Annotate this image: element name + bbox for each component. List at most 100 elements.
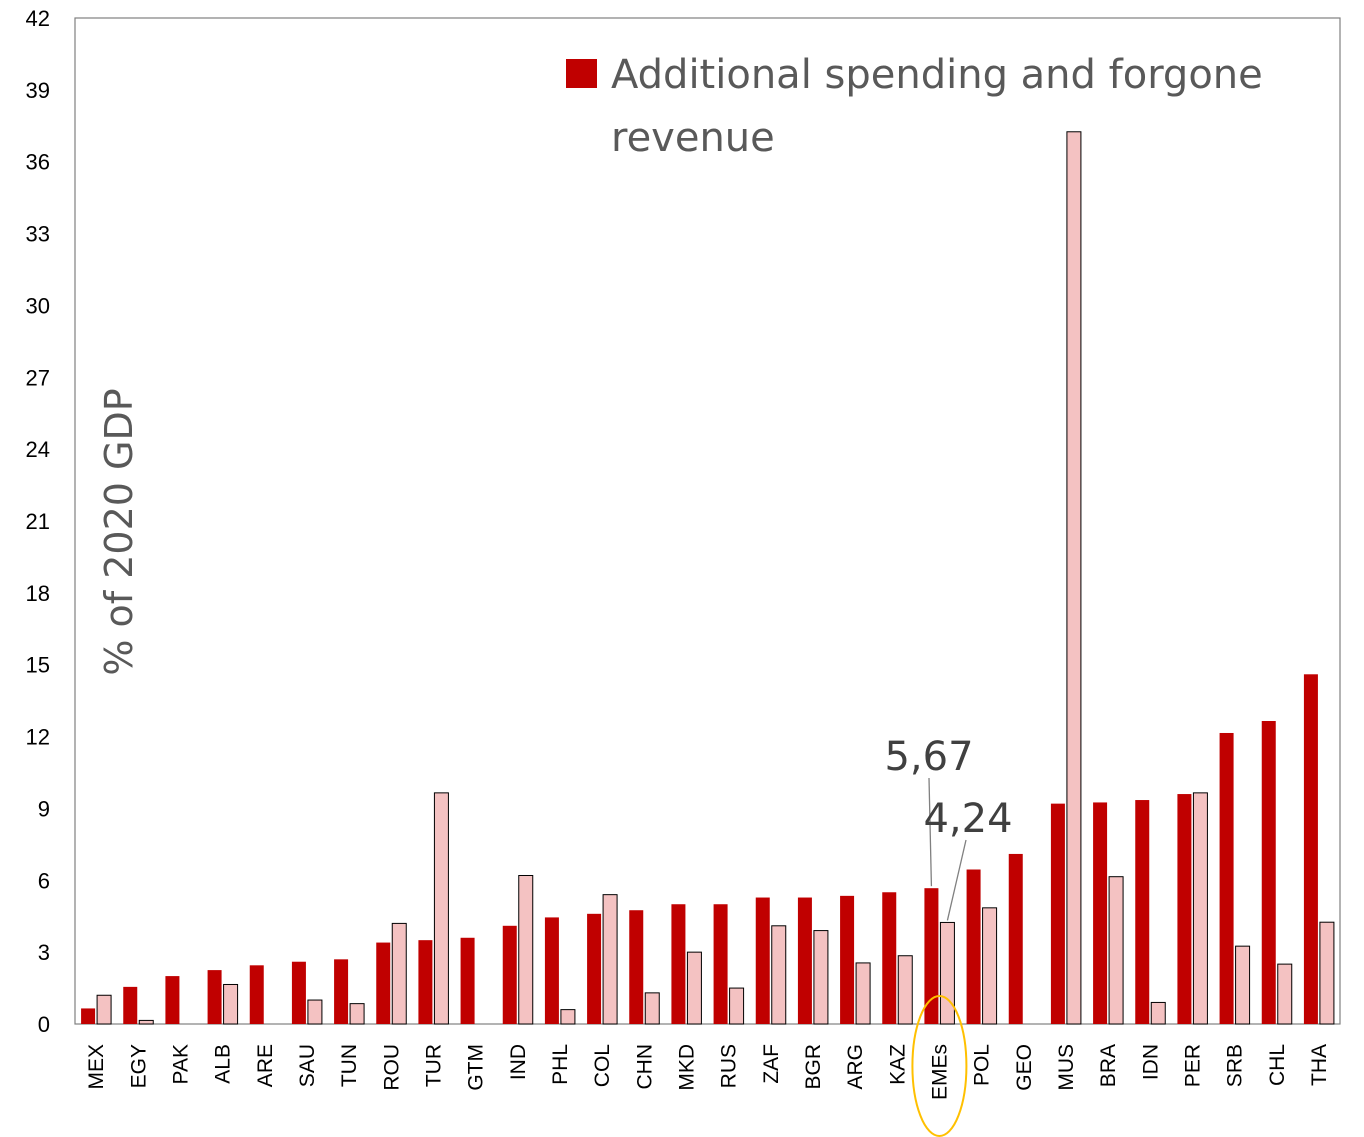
bar-spending-alb [207,970,222,1024]
bar-secondary-idn [1150,1001,1166,1025]
x-tick-label: IDN [1139,1044,1162,1080]
bar-spending-emes [924,888,939,1024]
x-categories: MEX EGY PAK ALB ARE SAU TUN ROU TUR GTM IND PHL COL C… [85,995,1331,1137]
bar-spending-arg [840,895,855,1024]
x-tick-label: EMEs [928,1044,951,1100]
bar-spending-per [1177,794,1192,1024]
x-tick-label: RUS [718,1044,741,1088]
bar-spending-chl [1261,721,1276,1024]
x-tick-label: SRB [1224,1044,1247,1087]
x-tick-label: PHL [549,1044,572,1085]
bar-spending-tur [418,940,433,1024]
y-tick-label: 18 [26,581,50,606]
y-tick-label: 6 [38,868,50,893]
bar-spending-bra [1093,802,1108,1024]
x-tick-label: CHL [1266,1044,1289,1086]
x-tick-label: ARG [844,1044,867,1090]
y-tick-label: 30 [26,293,50,318]
x-tick-label: KAZ [886,1044,909,1085]
bar-spending-pol [966,869,981,1024]
x-tick-label: ZAF [760,1044,783,1084]
y-tick-label: 27 [26,365,50,390]
bar-secondary-mus [1066,131,1082,1025]
bar-spending-bgr [797,897,812,1024]
bar-secondary-alb [223,983,239,1025]
x-tick-label: TUN [338,1044,361,1087]
bar-spending-chn [629,910,644,1024]
y-tick-label: 0 [38,1012,50,1037]
bar-secondary-kaz [897,955,913,1025]
x-tick-label: MEX [85,1044,108,1090]
bar-secondary-col [602,894,618,1025]
bar-secondary-egy [138,1019,154,1025]
legend-label: Additional spending and forgone revenue [611,52,1275,161]
bar-secondary-pol [982,907,998,1025]
bar-spending-mus [1050,803,1065,1024]
x-tick-label: ALB [212,1044,235,1084]
x-tick-label: BRA [1097,1044,1120,1087]
bar-spending-tun [334,959,349,1024]
bar-spending-ind [502,925,517,1024]
bar-spending-idn [1135,800,1150,1024]
bar-secondary-zaf [771,925,787,1025]
x-tick-label: ROU [380,1044,403,1091]
bar-secondary-arg [855,962,871,1025]
bar-secondary-rus [729,987,745,1025]
x-tick-label: POL [971,1044,994,1086]
bar-spending-egy [123,986,138,1024]
y-tick-label: 33 [26,222,50,247]
bar-secondary-bgr [813,930,829,1025]
y-tick-label: 3 [38,940,50,965]
bar-secondary-chl [1277,963,1293,1025]
bar-secondary-srb [1235,945,1251,1025]
bar-spending-sau [291,961,306,1024]
x-tick-label: GTM [465,1044,488,1091]
bar-spending-mkd [671,904,686,1024]
bar-spending-srb [1219,732,1234,1024]
x-tick-label: IND [507,1044,530,1080]
x-tick-label: PER [1181,1044,1204,1087]
x-tick-label: TUR [422,1044,445,1087]
y-tick-label: 15 [26,653,50,678]
x-tick-label: THA [1308,1044,1331,1086]
y-tick-label: 42 [26,6,50,31]
legend-swatch [566,59,597,88]
y-tick-label: 9 [38,796,50,821]
y-tick-label: 39 [26,78,50,103]
plot-frame [74,17,1341,1025]
x-tick-label: CHN [633,1044,656,1090]
x-tick-label: MUS [1055,1044,1078,1091]
x-tick-label: MKD [675,1044,698,1091]
annotation-label: 4,24 [923,796,1012,842]
bar-spending-pak [165,976,180,1024]
bar-secondary-sau [307,999,323,1025]
bar-secondary-ind [518,874,534,1025]
y-tick-label: 24 [26,437,50,462]
bar-secondary-mex [96,994,112,1025]
bar-spending-are [249,965,264,1024]
x-tick-label: GEO [1013,1044,1036,1091]
bar-spending-kaz [882,892,897,1024]
bar-secondary-tun [349,1003,365,1025]
annotation-label: 5,67 [884,734,973,780]
plot-area [74,17,1341,1025]
x-tick-label: BGR [802,1044,825,1090]
bar-secondary-mkd [686,951,702,1025]
highlight-ellipse [911,995,968,1137]
bar-secondary-chn [644,992,660,1025]
bars-layer [81,131,1335,1025]
bar-spending-zaf [755,897,770,1024]
bar-spending-mex [81,1008,96,1024]
x-tick-label: EGY [127,1044,150,1088]
annotation-leader [928,777,933,887]
bar-secondary-tur [433,792,449,1025]
annotations: 5,67 4,24 [884,734,1013,921]
bar-spending-phl [544,917,559,1024]
y-tick-label: 36 [26,150,50,175]
bar-spending-rou [376,942,391,1024]
x-tick-label: COL [591,1044,614,1087]
bar-secondary-emes [939,921,955,1025]
bar-spending-gtm [460,937,475,1024]
